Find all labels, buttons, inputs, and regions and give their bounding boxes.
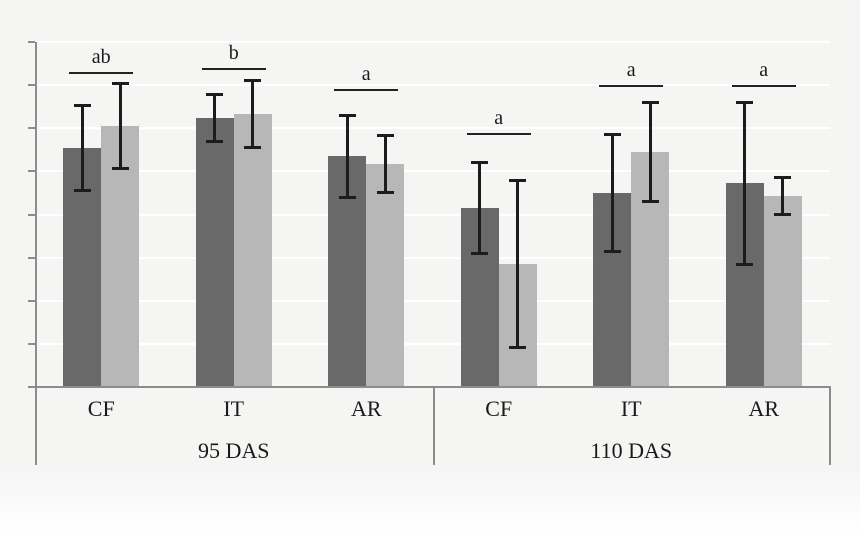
error-bar-cap-top: [736, 100, 754, 104]
y-gridline: [35, 41, 830, 43]
significance-line: [334, 89, 399, 92]
significance-line: [731, 85, 796, 88]
error-bar-cap-top: [774, 175, 792, 179]
y-axis-tick: [28, 299, 35, 302]
group-label: 95 DAS: [197, 438, 270, 463]
right-border-line: [829, 387, 831, 465]
error-bar-line: [345, 114, 349, 198]
category-label: IT: [223, 396, 245, 421]
error-bar-cap-top: [641, 101, 659, 105]
error-bar-cap-bottom: [641, 199, 659, 203]
error-bar-cap-top: [376, 133, 394, 137]
error-bar-line: [516, 180, 520, 348]
error-bar-line: [478, 162, 482, 254]
error-bar-cap-bottom: [244, 145, 262, 149]
dark-gray-series-bar: [195, 117, 234, 387]
y-axis-tick: [28, 127, 35, 130]
error-bar-line: [743, 101, 747, 265]
significance-line: [599, 85, 664, 88]
error-bar-line: [118, 83, 122, 169]
error-bar-cap-top: [244, 79, 262, 83]
y-gridline: [35, 213, 830, 216]
category-label: CF: [485, 396, 513, 421]
light-gray-series-bar: [763, 195, 802, 387]
error-bar-cap-bottom: [736, 262, 754, 266]
group-label: 110 DAS: [590, 438, 673, 463]
error-bar-line: [781, 176, 785, 215]
error-bar-line: [383, 134, 387, 194]
y-gridline: [35, 299, 830, 302]
significance-line: [201, 67, 266, 70]
significance-letter: ab: [91, 46, 111, 69]
error-bar-cap-top: [471, 161, 489, 165]
y-axis-tick: [28, 342, 35, 345]
y-gridline: [35, 127, 830, 130]
group-divider-line: [433, 387, 435, 465]
error-bar-cap-top: [338, 113, 356, 117]
error-bar-cap-bottom: [509, 345, 527, 349]
y-axis-tick: [28, 213, 35, 216]
category-label: AR: [748, 396, 780, 421]
error-bar-cap-bottom: [206, 139, 224, 143]
error-bar-line: [610, 134, 614, 252]
error-bar-cap-bottom: [111, 166, 129, 170]
error-bar-cap-top: [111, 82, 129, 86]
error-bar-cap-bottom: [471, 251, 489, 255]
significance-letter: a: [759, 59, 769, 82]
significance-letter: a: [626, 59, 636, 82]
error-bar-cap-bottom: [774, 212, 792, 216]
y-gridline: [35, 256, 830, 259]
error-bar-cap-top: [73, 103, 91, 107]
error-bar-cap-top: [603, 133, 621, 137]
error-bar-line: [80, 104, 84, 191]
significance-line: [69, 72, 134, 75]
category-label: CF: [87, 396, 115, 421]
significance-line: [466, 132, 531, 135]
significance-letter: a: [361, 63, 371, 86]
y-axis-tick: [28, 170, 35, 173]
y-axis-tick: [28, 256, 35, 259]
light-gray-series-bar: [233, 114, 272, 387]
error-bar-cap-top: [206, 93, 224, 97]
error-bar-cap-bottom: [376, 191, 394, 195]
plot-area: ab b a a a a: [35, 41, 830, 387]
y-axis-tick: [28, 386, 35, 388]
error-bar-line: [251, 80, 255, 148]
error-bar-cap-bottom: [73, 188, 91, 192]
error-bar-line: [648, 102, 652, 202]
error-bar-line: [213, 94, 217, 142]
y-axis-tick: [28, 41, 35, 43]
error-bar-cap-top: [509, 179, 527, 183]
error-bar-cap-bottom: [338, 195, 356, 199]
y-gridline: [35, 84, 830, 87]
category-label: IT: [620, 396, 642, 421]
y-gridline: [35, 170, 830, 173]
y-axis-tick: [28, 84, 35, 87]
error-bar-cap-bottom: [603, 249, 621, 253]
category-label: AR: [350, 396, 382, 421]
y-gridline: [35, 342, 830, 345]
light-gray-series-bar: [366, 164, 405, 387]
y-axis-line: [35, 42, 37, 465]
significance-letter: a: [494, 106, 504, 129]
significance-letter: b: [228, 41, 239, 64]
